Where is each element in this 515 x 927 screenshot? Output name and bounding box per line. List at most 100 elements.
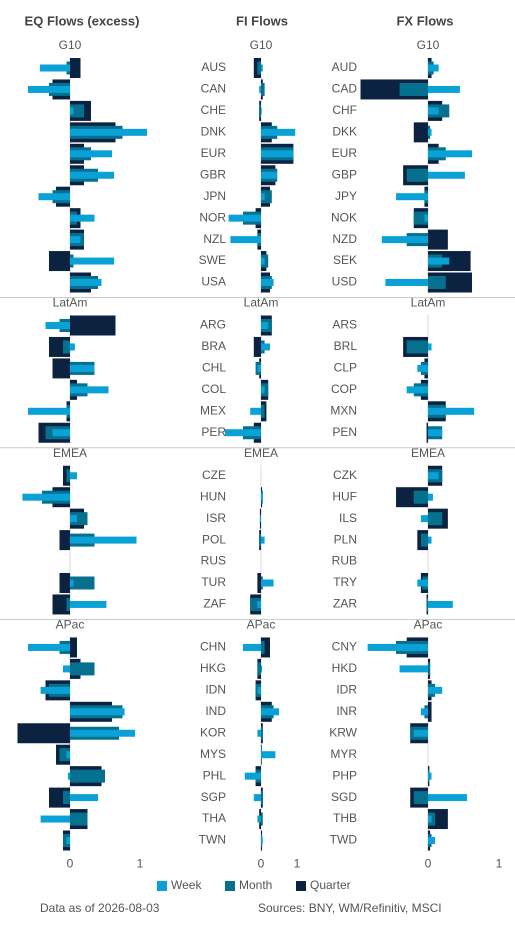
bar <box>66 751 70 759</box>
bar <box>70 214 95 222</box>
bar <box>257 61 261 75</box>
row-label: PLN <box>334 532 357 546</box>
row-label: RUS <box>201 554 226 568</box>
row-label: TUR <box>201 575 226 589</box>
group-header: G10 <box>250 38 273 52</box>
bar <box>70 58 81 78</box>
bar <box>427 107 439 115</box>
row-label: IND <box>205 704 226 718</box>
bar <box>70 472 77 480</box>
bar <box>261 386 265 394</box>
bar <box>66 597 70 611</box>
bar <box>427 493 433 501</box>
bar <box>427 794 468 802</box>
bar <box>70 107 74 115</box>
bar <box>427 257 450 265</box>
bar <box>70 364 95 372</box>
bar <box>427 343 432 351</box>
row-label: NOK <box>331 210 357 224</box>
bar <box>406 386 428 394</box>
bar <box>261 812 263 826</box>
bar <box>70 257 115 265</box>
row-label: ARS <box>332 318 357 332</box>
x-tick-label: 0 <box>425 857 432 871</box>
row-label: ARG <box>200 318 226 332</box>
bar <box>250 597 261 611</box>
group-header: LatAm <box>244 296 279 310</box>
bar <box>261 751 276 759</box>
row-label: HKD <box>332 661 358 675</box>
bar <box>367 643 428 651</box>
bar <box>427 772 432 780</box>
legend-label: Week <box>171 878 202 892</box>
bar <box>70 515 77 523</box>
bar <box>59 530 70 551</box>
row-label: POL <box>202 532 226 546</box>
bar <box>261 193 265 201</box>
x-tick-label: 1 <box>137 857 144 871</box>
bar <box>261 493 263 501</box>
bar <box>427 815 432 823</box>
row-label: NZD <box>332 232 357 246</box>
bar <box>427 171 465 179</box>
bar <box>420 533 428 547</box>
row-label: HUN <box>200 489 226 503</box>
bar <box>38 193 70 201</box>
bar <box>420 515 428 523</box>
legend-swatch <box>225 881 235 891</box>
bar <box>427 472 439 480</box>
bar <box>244 772 261 780</box>
bar <box>70 637 77 658</box>
bar <box>427 64 439 72</box>
row-label: IDN <box>205 683 226 697</box>
row-label: KOR <box>200 725 226 739</box>
group-header: EMEA <box>53 446 87 460</box>
bar <box>70 171 115 179</box>
row-label: PHP <box>332 768 357 782</box>
x-tick-label: 1 <box>294 857 301 871</box>
bar <box>261 322 269 329</box>
row-label: DKK <box>332 125 357 139</box>
bar <box>70 708 125 716</box>
bar <box>259 533 261 547</box>
bar <box>22 493 70 501</box>
bar <box>427 686 443 694</box>
group-header: APac <box>247 618 276 632</box>
x-tick-label: 1 <box>496 857 503 871</box>
bar <box>427 128 432 136</box>
row-label: CAN <box>201 82 226 96</box>
bar <box>399 82 428 96</box>
bar <box>427 512 443 526</box>
bar <box>261 171 278 179</box>
bar <box>70 150 112 158</box>
bar <box>257 662 261 676</box>
x-tick-label: 0 <box>67 857 74 871</box>
bar <box>63 791 70 805</box>
row-label: KRW <box>329 725 357 739</box>
bar <box>257 729 261 737</box>
bar <box>261 837 263 844</box>
bar <box>63 665 70 673</box>
panel-title: FI Flows <box>236 13 288 28</box>
bar <box>40 815 70 823</box>
row-label: CHF <box>332 103 357 117</box>
bar <box>257 815 261 823</box>
row-label: ZAR <box>333 597 357 611</box>
row-label: NZL <box>203 232 226 246</box>
row-label: PHL <box>203 768 227 782</box>
bar <box>427 429 443 437</box>
row-label: THB <box>333 811 357 825</box>
bar <box>261 107 262 115</box>
row-label: SWE <box>199 253 226 267</box>
bar <box>261 343 270 351</box>
bar <box>413 122 428 143</box>
bar <box>257 600 261 608</box>
bar <box>70 794 98 802</box>
row-label: COL <box>201 382 226 396</box>
bar <box>67 772 70 780</box>
bar <box>40 686 70 694</box>
bar <box>28 407 70 415</box>
row-label: GBP <box>332 167 357 181</box>
